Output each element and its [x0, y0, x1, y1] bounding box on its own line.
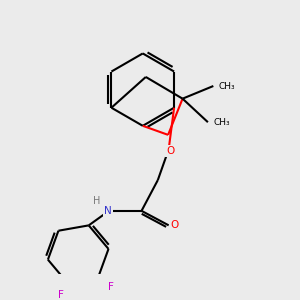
Text: O: O: [167, 146, 175, 156]
Text: F: F: [58, 290, 64, 300]
Text: N: N: [104, 206, 112, 216]
Text: O: O: [170, 220, 178, 230]
Text: F: F: [108, 282, 114, 292]
Text: H: H: [93, 196, 100, 206]
Text: CH₃: CH₃: [213, 118, 230, 127]
Text: CH₃: CH₃: [219, 82, 236, 91]
